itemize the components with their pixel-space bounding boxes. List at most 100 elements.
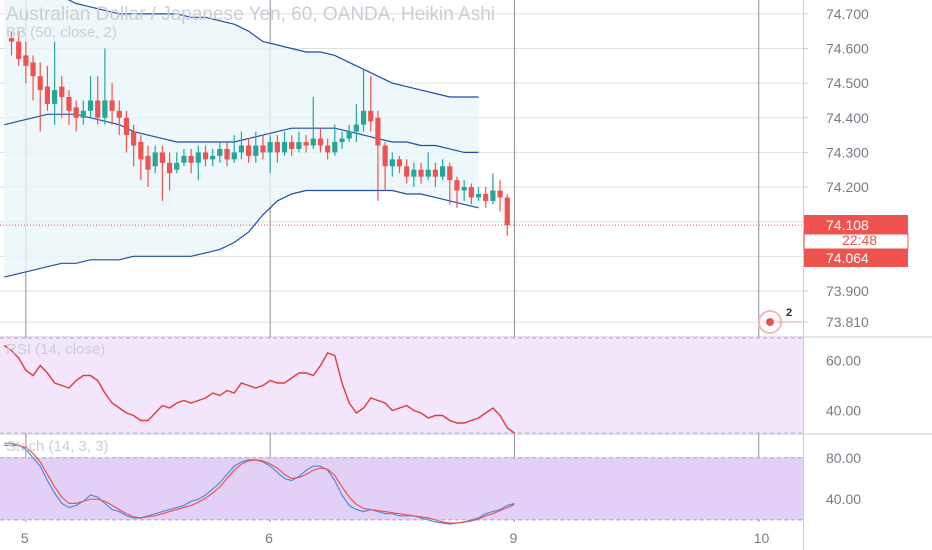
candle-body [411,169,417,177]
candle-body [116,110,122,118]
candle-body [181,155,187,163]
candle-body [332,142,338,153]
candle-body [37,76,43,91]
candle-body [353,124,359,132]
candle-body [253,145,259,156]
stoch-band [0,457,803,520]
candle-body [246,145,252,156]
candle-body [475,193,482,198]
candle-body [281,142,288,153]
candle-body [468,187,474,198]
candle-body [44,86,51,104]
time-axis-label: 9 [509,530,517,546]
price-tick-label: 74.700 [826,6,869,22]
stoch-d-line [4,444,515,524]
candle-body [102,100,108,118]
candle-body [73,107,79,118]
price-tick-label: 74.400 [826,110,869,126]
candle-body [396,159,403,167]
price-label-text: 22:48 [842,232,877,248]
candle-body [59,86,65,97]
candle-body [339,138,345,143]
bb-lower-line [4,189,479,278]
candle-body [346,131,352,139]
bb-upper-line [67,0,479,98]
candle-body [404,166,410,177]
price-label-box [804,215,908,234]
candle-body [432,169,439,177]
candle-body [152,152,158,167]
candle-body [210,155,216,160]
candle-body [145,155,151,170]
alert-count-badge[interactable]: 2 [786,307,793,319]
price-tick-label: 73.900 [826,283,869,299]
candle-body [174,162,180,170]
candle-body [95,100,101,118]
stoch-indicator-label[interactable]: Stoch (14, 3, 3) [6,438,109,455]
rsi-tick-label: 40.00 [826,403,861,419]
candle-body [425,169,431,177]
candle-body [23,55,29,66]
candle-body [418,169,424,177]
rsi-band [0,338,803,433]
candle-body [389,159,395,167]
price-label-text: 74.064 [826,250,869,266]
candle-body [454,180,460,191]
candle-body [166,162,173,174]
candle-body [217,148,223,156]
candle-body [317,138,324,146]
candle-body [504,197,510,226]
candle-body [8,38,15,42]
candle-body [159,152,165,163]
candle-body [87,100,94,111]
bb-indicator-label[interactable]: BB (50, close, 2) [6,24,117,41]
candle-body [123,117,130,136]
candle-body [30,62,36,77]
rsi-indicator-label[interactable]: RSI (14, close) [6,341,106,358]
candle-body [274,142,280,153]
candle-body [224,148,230,160]
candle-body [382,145,388,167]
candle-body [461,187,467,191]
price-label-text: 74.108 [826,217,869,233]
candle-body [289,142,295,149]
candle-body [368,110,374,122]
candle-body [303,142,309,146]
time-axis-label: 5 [21,530,29,546]
price-tick-label: 74.300 [826,144,869,160]
candle-body [260,145,266,153]
stoch-tick-label: 40.00 [826,491,861,507]
price-tick-label: 73.810 [826,314,869,330]
rsi-tick-label: 60.00 [826,353,861,369]
candle-body [267,142,273,153]
price-tick-label: 74.600 [826,40,869,56]
candle-body [131,131,137,146]
candle-body [231,152,237,160]
candle-body [66,96,72,111]
candle-body [188,155,194,163]
stoch-tick-label: 80.00 [826,450,861,466]
candle-body [109,100,115,111]
candle-body [490,190,496,201]
candle-body [375,117,381,146]
candle-body [138,142,144,160]
rsi-line [3,344,515,434]
price-tick-label: 74.200 [826,179,869,195]
candle-body [16,41,22,59]
candle-body [52,90,58,104]
price-label-box [804,249,908,267]
price-tick-label: 74.500 [826,75,869,91]
candle-body [497,190,503,198]
candle-body [360,110,367,125]
candle-body [447,166,453,181]
candle-body [483,193,489,201]
candle-body [195,152,201,163]
chart-title: Australian Dollar / Japanese Yen, 60, OA… [6,4,495,25]
candle-body [440,166,446,177]
time-axis-label: 10 [754,530,770,546]
candle-body [202,152,209,160]
candle-body [80,110,86,118]
candle-body [296,142,302,149]
